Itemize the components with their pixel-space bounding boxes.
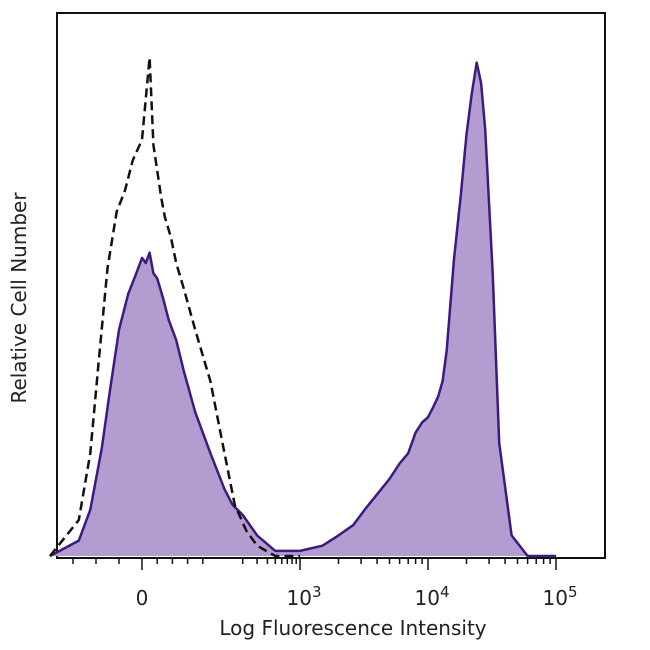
y-axis-title: Relative Cell Number (7, 192, 31, 404)
series-1-dashed-line (49, 56, 300, 558)
series-layer (49, 56, 556, 558)
x-axis-title: Log Fluorescence Intensity (219, 616, 486, 640)
plot-frame (56, 12, 606, 559)
series-0-area (50, 62, 556, 556)
x-axis-tick-labels: 0 103 104 105 (136, 583, 578, 610)
x-tick-label: 105 (543, 583, 578, 610)
x-tick-label: 0 (136, 586, 149, 610)
x-tick-label: 104 (415, 583, 450, 610)
x-tick-label: 103 (287, 583, 322, 610)
x-axis-ticks (72, 558, 557, 570)
series-0-line (49, 61, 556, 558)
